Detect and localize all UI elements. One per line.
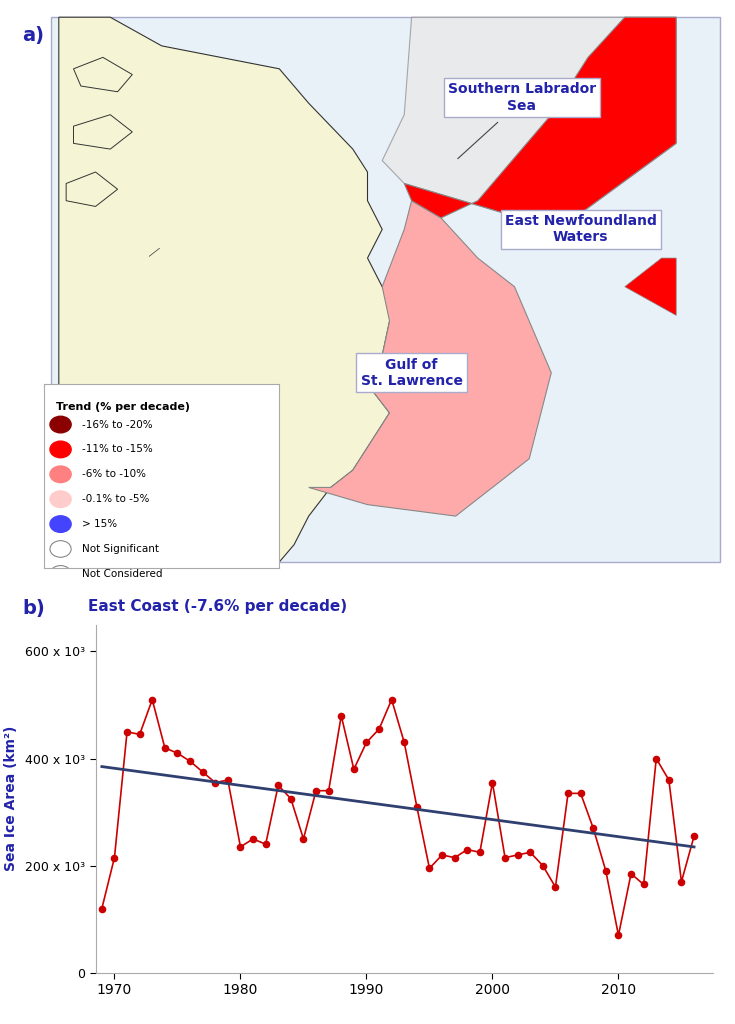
Point (171, 745, 183, 762)
Circle shape (50, 490, 71, 508)
Text: -6% to -10%: -6% to -10% (82, 469, 146, 479)
Point (310, 782, 322, 799)
Polygon shape (66, 172, 118, 207)
Polygon shape (404, 17, 676, 229)
Text: Not Considered: Not Considered (82, 569, 162, 579)
Circle shape (50, 516, 71, 532)
Point (247, 830, 259, 847)
Text: a): a) (22, 26, 44, 45)
Point (109, 850, 121, 866)
Text: Not Significant: Not Significant (82, 544, 159, 554)
Circle shape (50, 466, 71, 482)
Text: b): b) (22, 599, 45, 618)
Point (449, 850, 461, 866)
Point (121, 724, 133, 740)
Point (348, 761, 359, 777)
Point (575, 785, 587, 802)
Point (234, 839, 246, 855)
Point (273, 777, 284, 794)
Point (411, 799, 423, 815)
Point (146, 691, 158, 708)
Point (222, 772, 234, 788)
Point (285, 791, 297, 807)
Circle shape (50, 416, 71, 433)
Text: East Newfoundland
Waters: East Newfoundland Waters (505, 214, 656, 245)
Polygon shape (382, 17, 676, 229)
Polygon shape (59, 17, 404, 562)
Point (96, 900, 108, 916)
Point (487, 774, 498, 791)
FancyBboxPatch shape (51, 17, 720, 562)
Polygon shape (74, 115, 132, 150)
Point (537, 857, 549, 873)
Point (462, 842, 473, 858)
Point (373, 721, 385, 737)
Point (134, 726, 146, 742)
Point (688, 828, 700, 845)
Point (675, 873, 687, 890)
Point (386, 691, 398, 708)
Polygon shape (625, 258, 676, 315)
Circle shape (50, 441, 71, 458)
Text: East Coast (-7.6% per decade): East Coast (-7.6% per decade) (88, 599, 348, 614)
Point (323, 782, 334, 799)
Polygon shape (309, 201, 551, 516)
Y-axis label: Sea Ice Area (km²): Sea Ice Area (km²) (4, 726, 18, 871)
Point (625, 865, 637, 882)
Point (184, 753, 196, 769)
Point (612, 927, 624, 943)
Text: > 15%: > 15% (82, 519, 117, 529)
Point (298, 830, 309, 847)
Point (650, 751, 662, 767)
Point (436, 847, 448, 863)
Point (499, 850, 511, 866)
Text: -11% to -15%: -11% to -15% (82, 444, 152, 455)
Point (474, 844, 486, 860)
Point (209, 774, 221, 791)
Point (197, 764, 209, 780)
Point (562, 785, 574, 802)
Point (159, 739, 171, 756)
Point (335, 708, 347, 724)
Point (587, 820, 599, 837)
Point (600, 863, 612, 880)
Point (638, 877, 650, 893)
Point (524, 844, 536, 860)
Text: Southern Labrador
Sea: Southern Labrador Sea (448, 82, 596, 113)
Text: -0.1% to -5%: -0.1% to -5% (82, 495, 149, 504)
Text: -16% to -20%: -16% to -20% (82, 420, 152, 429)
Point (550, 879, 562, 895)
Point (398, 734, 410, 751)
Text: Trend (% per decade): Trend (% per decade) (56, 402, 190, 413)
Point (361, 734, 373, 751)
Point (423, 860, 435, 877)
Point (259, 836, 271, 852)
Polygon shape (74, 57, 132, 92)
Point (512, 847, 523, 863)
Text: Gulf of
St. Lawrence: Gulf of St. Lawrence (361, 357, 462, 388)
Point (663, 772, 675, 788)
